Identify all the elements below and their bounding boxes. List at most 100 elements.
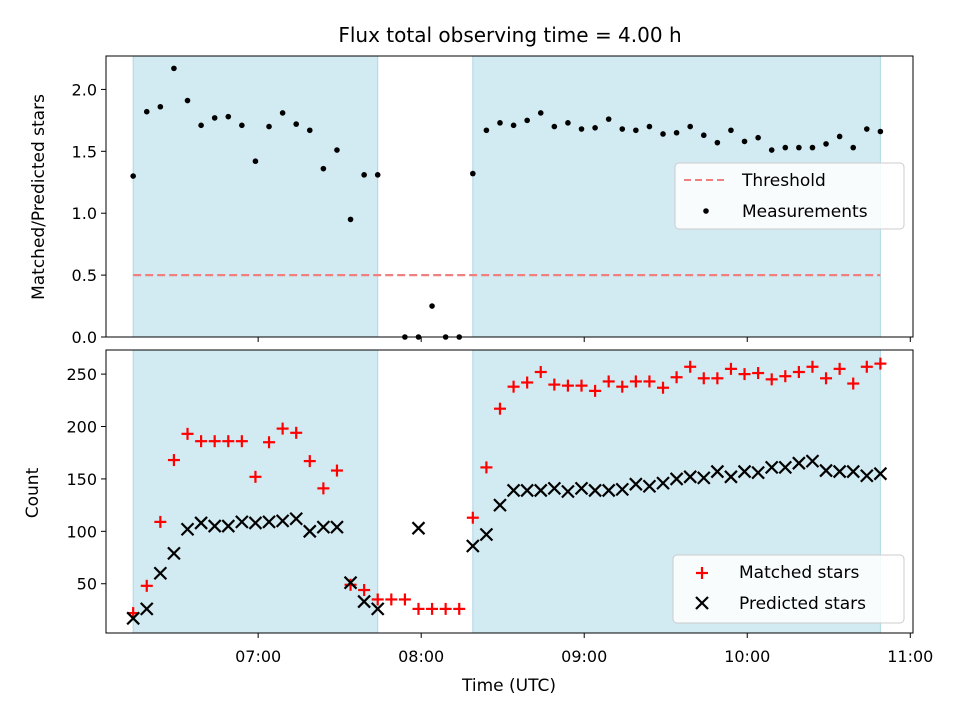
measurement-point <box>537 110 544 116</box>
predicted-star-point <box>533 483 548 498</box>
ytick-label: 100 <box>66 522 97 541</box>
predicted-star-point <box>561 484 575 499</box>
measurement-point <box>198 122 204 129</box>
predicted-marker-b <box>642 479 657 494</box>
measurement-point <box>497 120 503 126</box>
predicted-marker-b <box>275 514 290 528</box>
measurement-point <box>864 126 870 132</box>
predicted-marker-b <box>860 468 874 483</box>
matched-star-point <box>466 511 479 524</box>
matched-star-point <box>235 435 248 448</box>
matched-star-point <box>711 372 724 385</box>
matched-star-point <box>208 435 221 448</box>
xtick-label: 09:00 <box>561 647 607 666</box>
measurement-point <box>211 115 218 121</box>
predicted-star-point <box>180 522 195 537</box>
predicted-star-point <box>520 483 534 498</box>
matched-star-point <box>684 360 697 373</box>
ytick-label: 0.0 <box>72 328 97 347</box>
predicted-marker-b <box>343 575 358 590</box>
measurement-point <box>836 133 843 140</box>
predicted-marker-b <box>194 516 208 530</box>
predicted-star-point <box>778 460 793 475</box>
predicted-star-point <box>479 527 494 542</box>
predicted-star-point <box>547 481 562 496</box>
matched-star-point <box>561 379 574 392</box>
measurement-point <box>768 147 775 153</box>
measurement-point <box>646 123 653 130</box>
measurement-point <box>605 116 612 122</box>
predicted-marker-b <box>778 460 793 475</box>
ytick-label: 1.0 <box>72 204 97 223</box>
legend-matched-label: Matched stars <box>739 563 859 583</box>
xtick-label: 08:00 <box>398 647 444 666</box>
measurement-point <box>157 103 164 110</box>
matched-star-point <box>765 373 778 386</box>
measurement-point <box>673 129 680 136</box>
predicted-star-point <box>330 520 344 534</box>
predicted-marker-b <box>629 477 643 491</box>
matched-star-point <box>358 584 371 597</box>
measurement-point <box>429 303 435 309</box>
matched-star-point <box>398 593 411 606</box>
matched-star-point <box>439 602 452 615</box>
measurement-point <box>619 126 626 132</box>
matched-star-point <box>385 593 398 606</box>
matched-star-point <box>330 464 343 477</box>
predicted-star-point <box>615 482 630 497</box>
predicted-marker-b <box>520 483 534 498</box>
measurement-point <box>687 123 693 130</box>
predicted-star-point <box>153 566 168 581</box>
predicted-star-point <box>235 515 249 529</box>
predicted-marker-b <box>248 516 263 530</box>
xlabel: Time (UTC) <box>461 676 556 696</box>
predicted-marker-b <box>574 481 589 496</box>
predicted-star-point <box>221 519 236 533</box>
measurement-point <box>347 216 354 223</box>
measurement-point <box>578 126 585 132</box>
matched-star-point <box>833 362 846 375</box>
matched-star-point <box>344 578 357 591</box>
legend-threshold-label: Threshold <box>741 171 826 191</box>
observing-window-0 <box>132 349 379 634</box>
predicted-marker-b <box>683 470 697 484</box>
matched-star-point <box>181 427 194 440</box>
predicted-star-point <box>275 514 290 528</box>
predicted-star-point <box>696 471 711 485</box>
matched-star-point <box>453 602 466 615</box>
measurement-point <box>470 170 476 177</box>
matched-star-point <box>575 379 588 392</box>
predicted-marker-b <box>370 602 385 616</box>
predicted-marker-b <box>805 454 820 468</box>
predicted-star-point <box>411 521 426 535</box>
predicted-star-point <box>710 464 725 479</box>
predicted-star-point <box>139 602 154 616</box>
predicted-marker-b <box>180 522 195 537</box>
legend-matched-swatch <box>696 567 708 579</box>
matched-star-point <box>792 366 805 379</box>
measurement-point <box>741 138 748 145</box>
measurement-point <box>592 124 598 131</box>
predicted-star-point <box>642 479 657 494</box>
predicted-marker-b <box>221 519 236 533</box>
measurement-point <box>755 134 761 141</box>
matched-star-point <box>779 370 792 383</box>
matched-star-point <box>874 357 887 370</box>
top-legend: Threshold Measurements <box>674 162 905 230</box>
predicted-marker-b <box>656 476 670 490</box>
predicted-star-point <box>751 465 765 480</box>
predicted-star-point <box>737 464 752 479</box>
predicted-star-point <box>370 602 385 616</box>
matched-star-point <box>724 362 737 375</box>
predicted-marker-b <box>207 519 222 533</box>
predicted-star-point <box>805 454 820 468</box>
measurement-point <box>239 122 245 129</box>
matched-star-point <box>860 360 873 373</box>
matched-star-point <box>371 593 384 606</box>
predicted-star-point <box>248 516 263 530</box>
predicted-star-point <box>126 611 140 626</box>
measurement-point <box>633 127 639 134</box>
predicted-star-point <box>289 511 303 526</box>
predicted-star-point <box>466 539 480 553</box>
